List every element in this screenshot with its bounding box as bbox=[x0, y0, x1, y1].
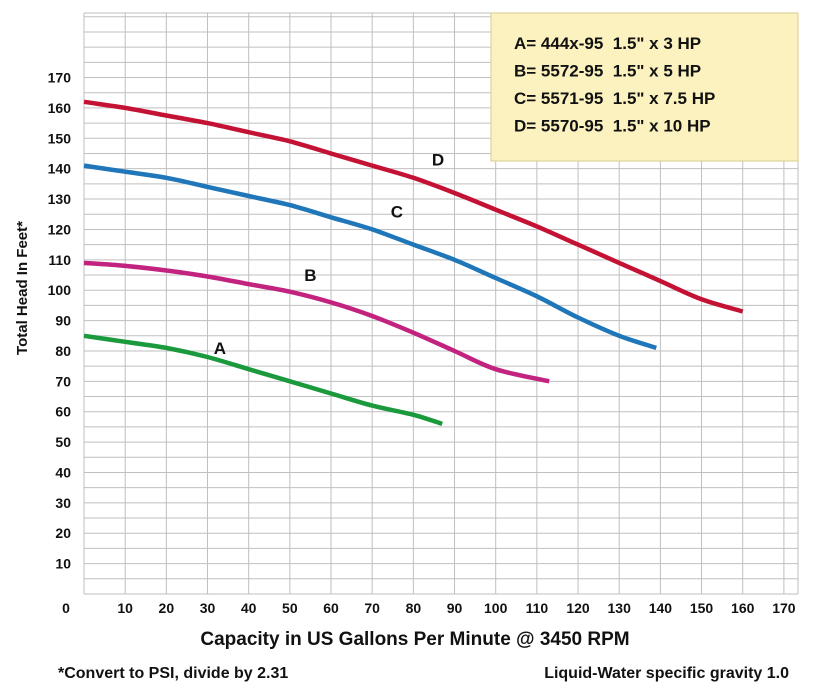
x-tick-label: 110 bbox=[526, 600, 549, 616]
curve-a bbox=[83, 333, 443, 427]
y-tick-label: 80 bbox=[55, 343, 71, 359]
x-tick-label: 140 bbox=[649, 600, 673, 616]
legend-entry: B= 5572-95 1.5" x 5 HP bbox=[514, 62, 701, 81]
x-tick-label: 80 bbox=[406, 600, 422, 616]
y-axis-ticks: 10 20 30 40 50 60 70 80 90 100 110 120 130 140 150 160 1… bbox=[48, 70, 72, 572]
x-tick-label: 20 bbox=[159, 600, 175, 616]
y-tick-label: 110 bbox=[48, 252, 71, 268]
x-axis-ticks: 0 10 20 30 40 50 60 70 80 90 100 110 120 130 140 150 160… bbox=[62, 600, 796, 616]
performance-curves: A B C D bbox=[83, 99, 744, 427]
y-tick-label: 120 bbox=[48, 221, 72, 237]
y-tick-label: 170 bbox=[48, 70, 72, 86]
x-tick-label: 170 bbox=[772, 600, 796, 616]
y-tick-label: 10 bbox=[55, 556, 71, 572]
x-tick-label: 100 bbox=[484, 600, 508, 616]
x-tick-label: 130 bbox=[608, 600, 632, 616]
footnote-gravity: Liquid-Water specific gravity 1.0 bbox=[544, 665, 789, 682]
legend-box bbox=[490, 12, 799, 162]
y-tick-label: 90 bbox=[55, 313, 71, 329]
curve-label-c: C bbox=[391, 202, 403, 221]
y-tick-label: 40 bbox=[55, 464, 71, 480]
x-tick-label: 40 bbox=[241, 600, 257, 616]
x-tick-label: 160 bbox=[731, 600, 755, 616]
x-tick-label: 10 bbox=[117, 600, 133, 616]
legend-entry: C= 5571-95 1.5" x 7.5 HP bbox=[514, 89, 715, 108]
y-axis-title: Total Head In Feet* bbox=[14, 221, 31, 355]
legend-entry: A= 444x-95 1.5" x 3 HP bbox=[514, 34, 701, 53]
x-tick-label: 60 bbox=[323, 600, 339, 616]
y-tick-label: 130 bbox=[48, 191, 72, 207]
y-tick-label: 50 bbox=[55, 434, 71, 450]
x-axis-title: Capacity in US Gallons Per Minute @ 3450… bbox=[200, 629, 629, 650]
x-tick-label: 50 bbox=[282, 600, 298, 616]
x-tick-label: 90 bbox=[447, 600, 463, 616]
curve-label-b: B bbox=[304, 266, 316, 285]
curve-d bbox=[83, 99, 744, 314]
x-tick-label: 70 bbox=[364, 600, 380, 616]
y-tick-label: 160 bbox=[48, 100, 72, 116]
curve-label-a: A bbox=[214, 339, 226, 358]
x-tick-label: 30 bbox=[200, 600, 216, 616]
footnote-psi: *Convert to PSI, divide by 2.31 bbox=[58, 665, 288, 682]
y-tick-label: 100 bbox=[48, 282, 72, 298]
y-tick-label: 30 bbox=[55, 495, 71, 511]
legend-entry: D= 5570-95 1.5" x 10 HP bbox=[514, 117, 711, 136]
y-tick-label: 60 bbox=[55, 404, 71, 420]
curve-b bbox=[83, 260, 550, 384]
curve-label-d: D bbox=[432, 151, 444, 170]
legend: A= 444x-95 1.5" x 3 HP B= 5572-95 1.5" x … bbox=[490, 12, 799, 162]
y-tick-label: 70 bbox=[55, 373, 71, 389]
x-tick-label: 0 bbox=[62, 600, 70, 616]
x-tick-label: 120 bbox=[566, 600, 590, 616]
y-tick-label: 20 bbox=[55, 525, 71, 541]
y-tick-label: 140 bbox=[48, 161, 72, 177]
curve-c bbox=[83, 163, 657, 351]
x-tick-label: 150 bbox=[690, 600, 714, 616]
y-tick-label: 150 bbox=[48, 130, 72, 146]
